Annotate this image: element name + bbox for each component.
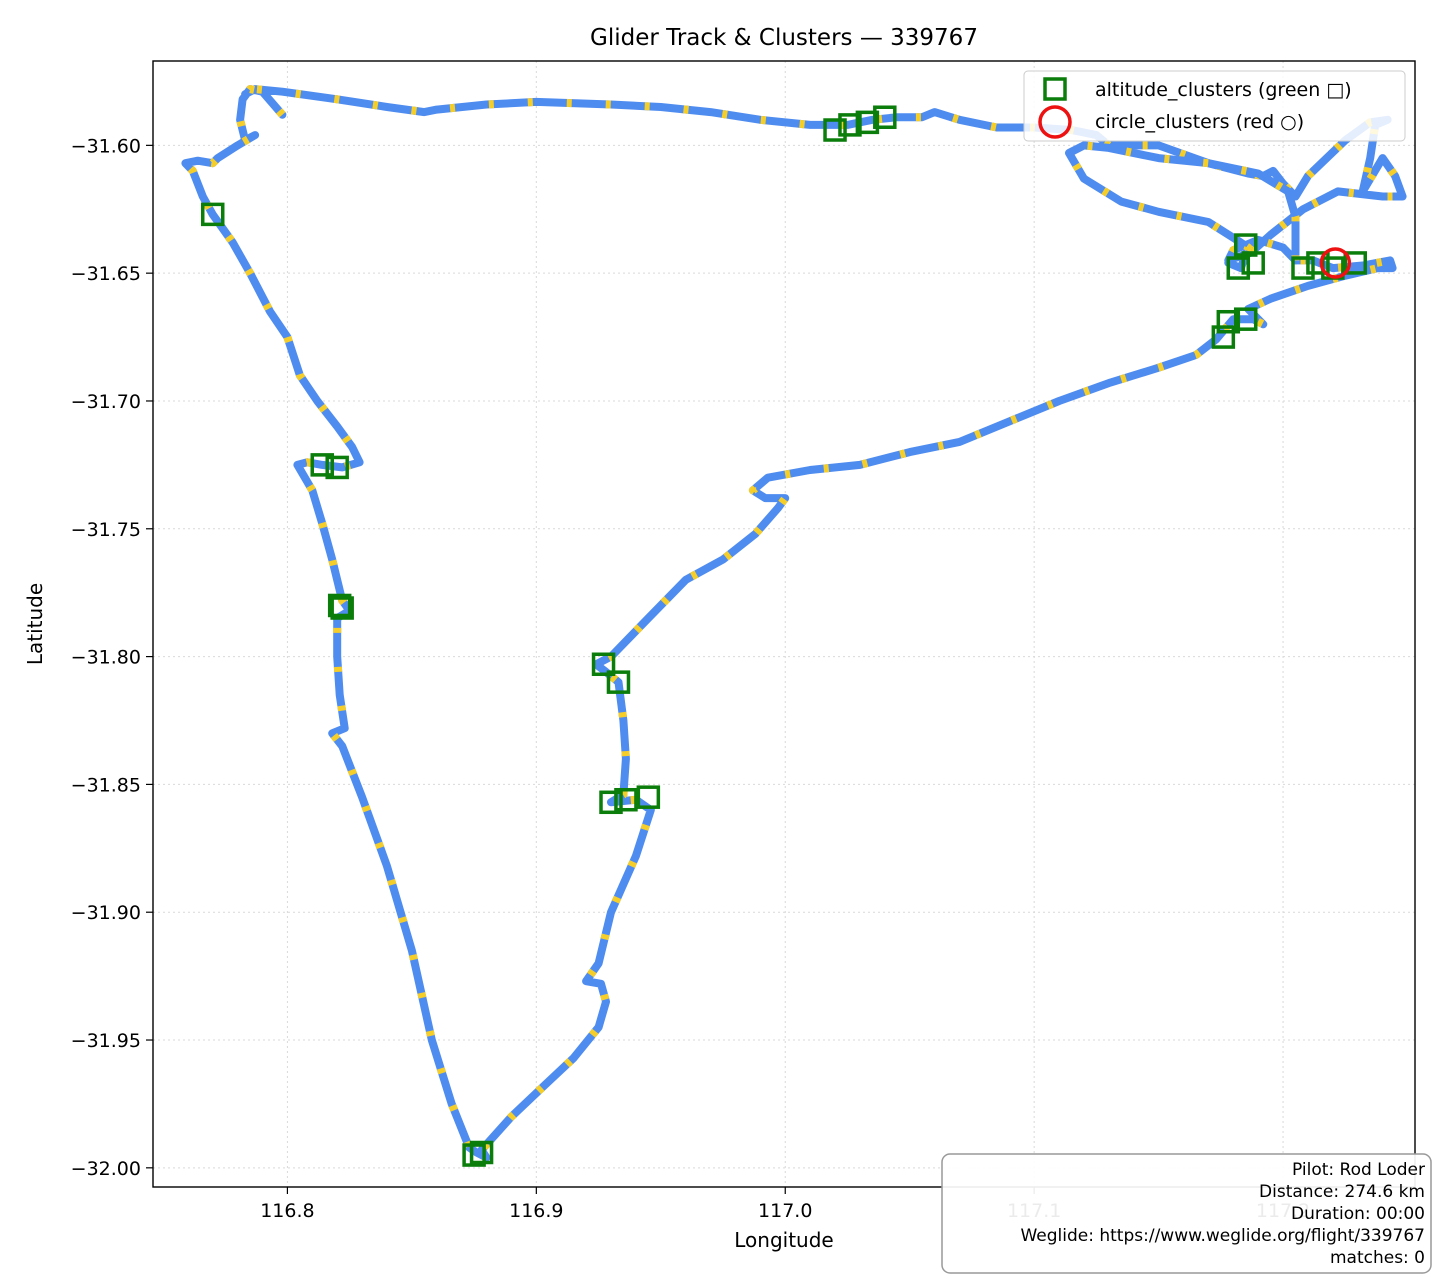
- altitude-cluster-marker: [1233, 307, 1258, 331]
- legend-circle-marker: [1038, 105, 1072, 139]
- info-duration: Duration: 00:00: [1291, 1204, 1425, 1224]
- y-tick-label: −31.80: [71, 647, 141, 669]
- altitude-cluster-marker: [469, 1140, 494, 1165]
- info-matches: matches: 0: [1330, 1248, 1425, 1268]
- altitude-cluster-marker: [462, 1143, 486, 1167]
- altitude-cluster-marker: [1291, 256, 1315, 280]
- y-tick-label: −31.95: [71, 1030, 141, 1052]
- legend: altitude_clusters (green □) circle_clust…: [1023, 70, 1406, 142]
- legend-entry-circle: circle_clusters (red ○): [1095, 111, 1304, 133]
- circle-cluster-marker: [1319, 247, 1352, 279]
- plot-area: [181, 85, 1407, 1167]
- altitude-cluster-marker: [310, 453, 335, 477]
- track-line: [181, 85, 1407, 1162]
- altitude-cluster-marker: [591, 652, 616, 677]
- altitude-cluster-marker: [330, 596, 354, 620]
- altitude-cluster-marker: [200, 202, 225, 227]
- y-axis-label: Latitude: [23, 583, 47, 665]
- altitude-cluster-marker: [855, 110, 880, 135]
- info-box: Pilot: Rod Loder Distance: 274.6 km Dura…: [941, 1153, 1432, 1274]
- x-tick-label: 117.0: [758, 1200, 812, 1222]
- altitude-cluster-marker: [1233, 233, 1258, 257]
- info-distance: Distance: 274.6 km: [1259, 1182, 1425, 1202]
- altitude-cluster-marker: [327, 593, 352, 618]
- grid-lines: [153, 61, 1415, 1187]
- x-tick-label: 116.9: [509, 1200, 563, 1222]
- altitude-cluster-marker: [838, 113, 862, 137]
- chart-title: Glider Track & Clusters — 339767: [590, 25, 978, 51]
- y-tick-label: −31.90: [71, 902, 141, 924]
- altitude-cluster-marker: [325, 455, 349, 480]
- y-tick-label: −31.75: [71, 519, 141, 541]
- altitude-cluster-marker: [606, 670, 631, 694]
- y-tick-label: −31.70: [71, 391, 141, 413]
- altitude-cluster-marker: [1211, 325, 1236, 349]
- altitude-cluster-marker: [1216, 309, 1241, 334]
- info-weglide-link: Weglide: https://www.weglide.org/flight/…: [1020, 1226, 1425, 1246]
- altitude-cluster-marker: [599, 790, 623, 815]
- info-box-frame: [941, 1153, 1432, 1274]
- altitude-cluster-marker: [1343, 251, 1368, 275]
- altitude-cluster-marker: [614, 787, 638, 812]
- y-axis: −31.60 −31.65 −31.70 −31.75 −31.80 −31.85 −31.…: [71, 135, 153, 1180]
- legend-entry-altitude: altitude_clusters (green □): [1095, 79, 1352, 101]
- altitude-cluster-marker: [1306, 251, 1330, 275]
- y-tick-label: −31.60: [71, 135, 141, 157]
- plot-frame: [152, 60, 1416, 1188]
- altitude-cluster-marker: [873, 105, 897, 129]
- track-line: [1065, 141, 1300, 273]
- y-tick-label: −31.85: [71, 774, 141, 796]
- legend-frame: [1023, 70, 1406, 142]
- y-tick-label: −32.00: [71, 1158, 141, 1180]
- legend-square-marker: [1043, 77, 1067, 101]
- altitude-cluster-marker: [1241, 251, 1265, 275]
- x-axis-label: Longitude: [734, 1228, 833, 1252]
- altitude-cluster-marker: [1226, 256, 1251, 280]
- x-tick-label: 116.8: [260, 1200, 314, 1222]
- info-pilot: Pilot: Rod Loder: [1292, 1160, 1425, 1180]
- altitude-cluster-marker: [636, 785, 661, 809]
- y-tick-label: −31.65: [71, 263, 141, 285]
- altitude-cluster-marker: [823, 118, 847, 142]
